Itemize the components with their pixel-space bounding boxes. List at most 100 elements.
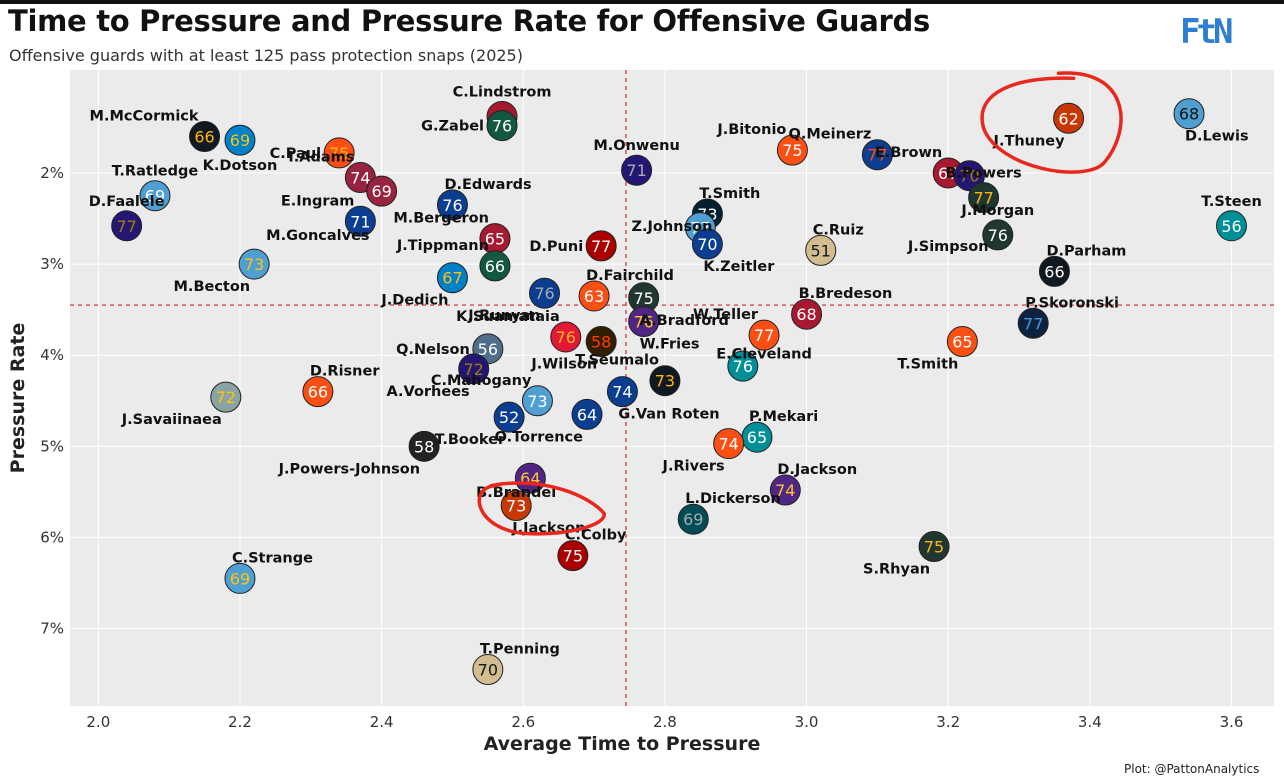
jersey-number: 77 bbox=[116, 217, 136, 236]
player-point: 73 bbox=[521, 385, 553, 417]
point-marker bbox=[344, 205, 376, 237]
jersey-number: 67 bbox=[938, 164, 958, 183]
player-label: J.Morgan bbox=[960, 203, 1034, 219]
jersey-number: 52 bbox=[499, 408, 519, 427]
point-marker bbox=[585, 326, 617, 358]
point-marker bbox=[918, 531, 950, 563]
jersey-number: 68 bbox=[1179, 105, 1199, 124]
point-marker bbox=[649, 365, 681, 397]
player-point: 72 bbox=[210, 381, 242, 413]
point-marker bbox=[436, 262, 468, 294]
player-point: 77 bbox=[585, 230, 617, 262]
player-label: G.Van Roten bbox=[618, 407, 719, 423]
point-marker bbox=[111, 210, 143, 242]
player-point: 51 bbox=[805, 234, 837, 266]
player-label: B.Bredeson bbox=[799, 286, 893, 302]
player-label: L.Dickerson bbox=[685, 491, 781, 507]
player-label: J.Bitonio bbox=[716, 122, 786, 138]
point-marker bbox=[946, 326, 978, 358]
x-tick-label: 2.2 bbox=[228, 713, 252, 731]
player-label: S.Rhyan bbox=[863, 562, 930, 578]
jersey-number: 73 bbox=[655, 372, 675, 391]
point-marker bbox=[550, 321, 582, 353]
point-marker bbox=[1038, 255, 1070, 287]
jersey-number: 74 bbox=[775, 481, 795, 500]
jersey-number: 69 bbox=[230, 131, 250, 150]
player-label: K.Suamataia bbox=[456, 309, 560, 325]
player-point: 76 bbox=[727, 350, 759, 382]
point-marker bbox=[529, 277, 561, 309]
x-tick-label: 3.4 bbox=[1078, 713, 1102, 731]
point-marker bbox=[1017, 307, 1049, 339]
player-point: 64 bbox=[571, 398, 603, 430]
point-marker bbox=[861, 139, 893, 171]
player-label: C.Lindstrom bbox=[453, 84, 552, 100]
jersey-number: 75 bbox=[633, 289, 653, 308]
point-marker bbox=[982, 219, 1014, 251]
player-point: 66 bbox=[479, 250, 511, 282]
jersey-number: 77 bbox=[591, 237, 611, 256]
jersey-number: 73 bbox=[527, 392, 547, 411]
point-marker bbox=[968, 182, 1000, 214]
player-label: P.Mekari bbox=[749, 409, 818, 425]
jersey-number: 77 bbox=[867, 146, 887, 165]
point-marker bbox=[521, 385, 553, 417]
jersey-number: 70 bbox=[959, 167, 979, 186]
y-tick-label: 7% bbox=[40, 620, 64, 638]
y-tick-label: 6% bbox=[40, 528, 64, 546]
point-marker bbox=[805, 234, 837, 266]
point-marker bbox=[776, 134, 808, 166]
player-point: 52 bbox=[493, 401, 525, 433]
jersey-number: 77 bbox=[754, 326, 774, 345]
player-label: E.Ingram bbox=[281, 193, 355, 209]
player-label: O.Torrence bbox=[495, 429, 583, 445]
jersey-number: 75 bbox=[924, 538, 944, 557]
jersey-number: 76 bbox=[556, 328, 576, 347]
player-label: J.Tippmann bbox=[396, 238, 489, 254]
jersey-number: 66 bbox=[485, 257, 505, 276]
player-label: C.Paul bbox=[270, 146, 321, 162]
point-marker bbox=[1216, 210, 1248, 242]
player-point: 66 bbox=[189, 121, 221, 153]
point-marker bbox=[436, 189, 468, 221]
player-label: M.Bergeron bbox=[393, 211, 489, 227]
x-tick-label: 3.0 bbox=[795, 713, 819, 731]
player-label: M.Goncalves bbox=[266, 228, 369, 244]
jersey-number: 73 bbox=[244, 255, 264, 274]
point-marker bbox=[953, 160, 985, 192]
player-point: 66 bbox=[302, 376, 334, 408]
player-point: 74 bbox=[713, 428, 745, 460]
player-point: 66 bbox=[1038, 255, 1070, 287]
player-label: T.Seumalo bbox=[575, 353, 659, 369]
x-axis-title: Average Time to Pressure bbox=[484, 733, 761, 755]
player-point: 68 bbox=[791, 298, 823, 330]
point-marker bbox=[486, 110, 518, 142]
player-label: K.Dotson bbox=[203, 158, 278, 174]
jersey-number: 56 bbox=[1221, 217, 1241, 236]
player-point: 69 bbox=[139, 180, 171, 212]
player-label: P.Skoronski bbox=[1025, 295, 1119, 311]
y-tick-label: 4% bbox=[40, 346, 64, 364]
player-point: 67 bbox=[436, 262, 468, 294]
player-point: 72 bbox=[458, 353, 490, 385]
player-label: M.McCormick bbox=[90, 109, 199, 125]
jersey-number: 77 bbox=[1023, 314, 1043, 333]
player-point: 65 bbox=[479, 223, 511, 255]
plot-credit: Plot: @PattonAnalytics bbox=[1124, 762, 1260, 776]
player-label: T.Booker bbox=[435, 432, 506, 448]
player-label: D.Puni bbox=[529, 239, 583, 255]
point-marker bbox=[691, 228, 723, 260]
player-point: 77 bbox=[1017, 307, 1049, 339]
jersey-number: 70 bbox=[697, 235, 717, 254]
point-marker bbox=[791, 298, 823, 330]
player-point: 70 bbox=[472, 654, 504, 686]
jersey-number: 65 bbox=[952, 333, 972, 352]
player-point: 77 bbox=[748, 319, 780, 351]
player-point: 77 bbox=[111, 210, 143, 242]
player-label: J.Runyan bbox=[467, 308, 540, 324]
jersey-number: 65 bbox=[485, 230, 505, 249]
jersey-number: 67 bbox=[442, 269, 462, 288]
player-label: G.Zabel bbox=[421, 119, 484, 135]
jersey-number: 76 bbox=[442, 196, 462, 215]
